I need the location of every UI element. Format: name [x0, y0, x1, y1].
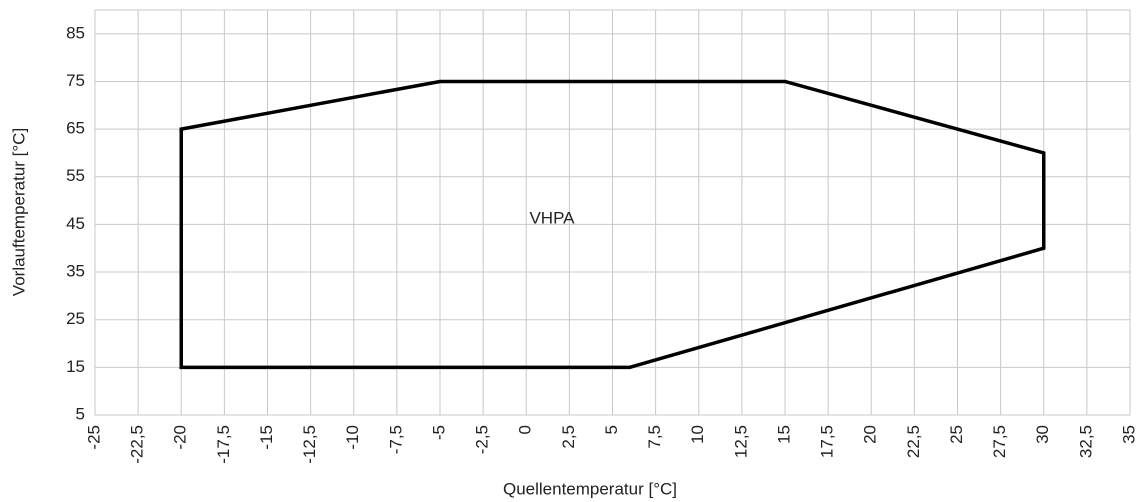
- x-tick-label: 12,5: [731, 425, 750, 458]
- x-tick-label: -15: [257, 425, 276, 450]
- x-tick-label: -12,5: [300, 425, 319, 464]
- x-tick-label: 30: [1033, 425, 1052, 444]
- x-tick-label: 22,5: [904, 425, 923, 458]
- x-tick-label: -17,5: [214, 425, 233, 464]
- y-tick-label: 5: [76, 404, 85, 423]
- x-tick-label: -25: [84, 425, 103, 450]
- y-tick-label: 85: [66, 23, 85, 42]
- x-tick-label: 25: [947, 425, 966, 444]
- x-tick-label: -20: [171, 425, 190, 450]
- x-tick-label: 2,5: [559, 425, 578, 449]
- y-tick-label: 35: [66, 262, 85, 281]
- x-tick-label: -2,5: [473, 425, 492, 454]
- y-tick-label: 75: [66, 71, 85, 90]
- x-tick-label: 10: [688, 425, 707, 444]
- x-tick-label: 20: [861, 425, 880, 444]
- annotation: VHPA: [529, 208, 575, 227]
- x-tick-label: 5: [602, 425, 621, 434]
- x-tick-label: 17,5: [818, 425, 837, 458]
- x-tick-label: 27,5: [990, 425, 1009, 458]
- envelope-line: [179, 79, 1046, 370]
- x-tick-label: 32,5: [1076, 425, 1095, 458]
- y-tick-label: 65: [66, 119, 85, 138]
- x-tick-label: 35: [1119, 425, 1138, 444]
- x-tick-label: -22,5: [128, 425, 147, 464]
- x-tick-label: 0: [516, 425, 535, 434]
- x-tick-label: 7,5: [645, 425, 664, 449]
- x-tick-label: 15: [774, 425, 793, 444]
- x-tick-label: -7,5: [386, 425, 405, 454]
- y-axis-title: Vorlauftemperatur [°C]: [9, 128, 28, 296]
- x-axis-title: Quellentemperatur [°C]: [503, 479, 677, 498]
- x-tick-label: -5: [429, 425, 448, 440]
- y-tick-label: 45: [66, 214, 85, 233]
- y-tick-label: 15: [66, 357, 85, 376]
- y-tick-label: 55: [66, 166, 85, 185]
- y-tick-label: 25: [66, 309, 85, 328]
- x-tick-label: -10: [343, 425, 362, 450]
